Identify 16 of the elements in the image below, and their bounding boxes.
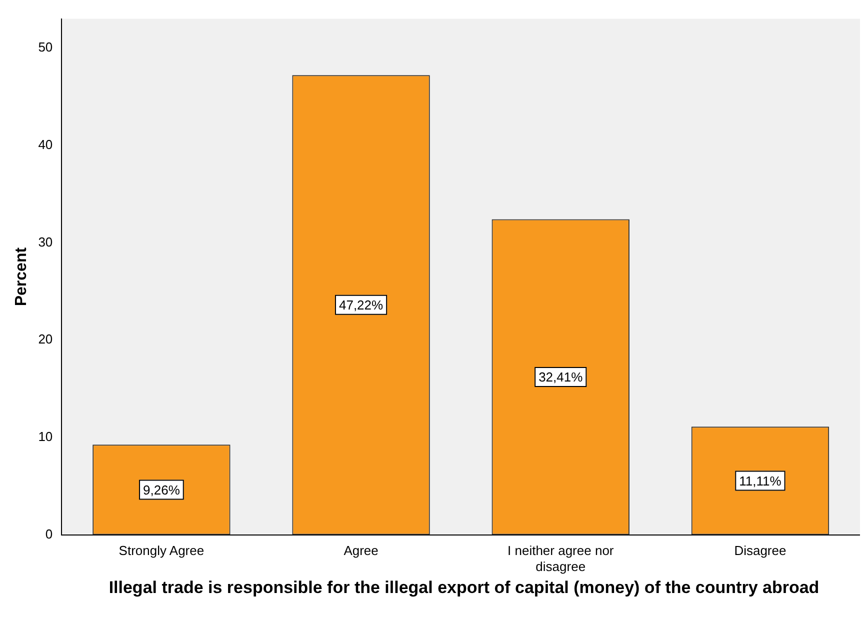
y-axis-title: Percent (13, 246, 30, 306)
y-tick-label: 20 (38, 332, 53, 347)
y-tick-label: 30 (38, 234, 53, 250)
y-tick-label: 40 (38, 136, 53, 152)
x-axis-title: Illegal trade is responsible for the illegal export of capital (money) of the country abroad (108, 578, 820, 598)
y-tick-label: 50 (38, 40, 53, 55)
x-tick-label: I neither agree nor disagree (508, 543, 614, 574)
data-label: 47,22% (338, 298, 384, 313)
x-tick-label: Agree (344, 543, 378, 558)
x-tick-label: Strongly Agree (118, 543, 204, 558)
x-tick-label: Disagree (734, 543, 786, 558)
y-tick-label: 0 (45, 526, 53, 542)
data-label: 32,41% (538, 370, 584, 385)
y-tick-label: 10 (38, 429, 53, 444)
data-label: 9,26% (143, 482, 180, 498)
data-label: 11,11% (739, 473, 782, 488)
